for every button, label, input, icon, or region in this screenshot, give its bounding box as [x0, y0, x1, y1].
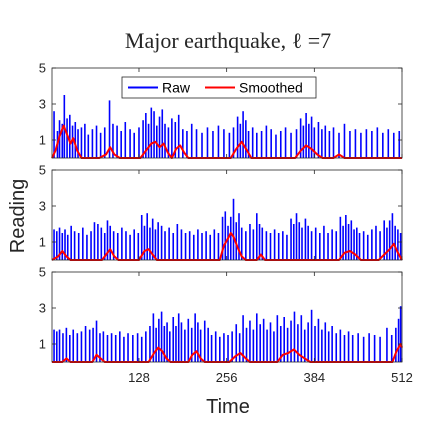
series-raw — [53, 198, 402, 260]
y-tick-label: 5 — [39, 163, 46, 178]
x-axis-label: Time — [206, 396, 250, 418]
series-smoothed-line — [52, 343, 403, 363]
legend-label-smoothed: Smoothed — [239, 80, 303, 96]
y-tick-label: 3 — [39, 97, 46, 112]
legend: Raw Smoothed — [121, 76, 317, 99]
panel-1: 1 3 5 — [39, 61, 403, 159]
panel-3: 1 3 5 128 256 384 512 — [39, 265, 413, 386]
y-tick-label: 3 — [39, 199, 46, 214]
y-tick-label: 5 — [39, 265, 46, 280]
x-tick-label: 256 — [216, 370, 238, 385]
y-axis-label: Reading — [7, 179, 29, 254]
y-tick-label: 1 — [39, 133, 46, 148]
y-tick-label: 1 — [39, 235, 46, 250]
series-raw — [53, 95, 401, 158]
y-tick-label: 3 — [39, 301, 46, 316]
panels: 1 3 5 1 3 5 1 3 5 128 256 384 512 — [39, 61, 413, 386]
panel-2: 1 3 5 — [39, 163, 403, 261]
chart-title: Major earthquake, ℓ =7 — [125, 28, 331, 53]
y-tick-label: 1 — [39, 337, 46, 352]
y-tick-label: 5 — [39, 61, 46, 76]
series-raw — [53, 306, 402, 362]
series-smoothed-line — [51, 124, 402, 159]
x-tick-label: 384 — [303, 370, 325, 385]
x-tick-label: 128 — [128, 370, 150, 385]
legend-label-raw: Raw — [162, 80, 191, 96]
x-tick-label: 512 — [391, 370, 413, 385]
